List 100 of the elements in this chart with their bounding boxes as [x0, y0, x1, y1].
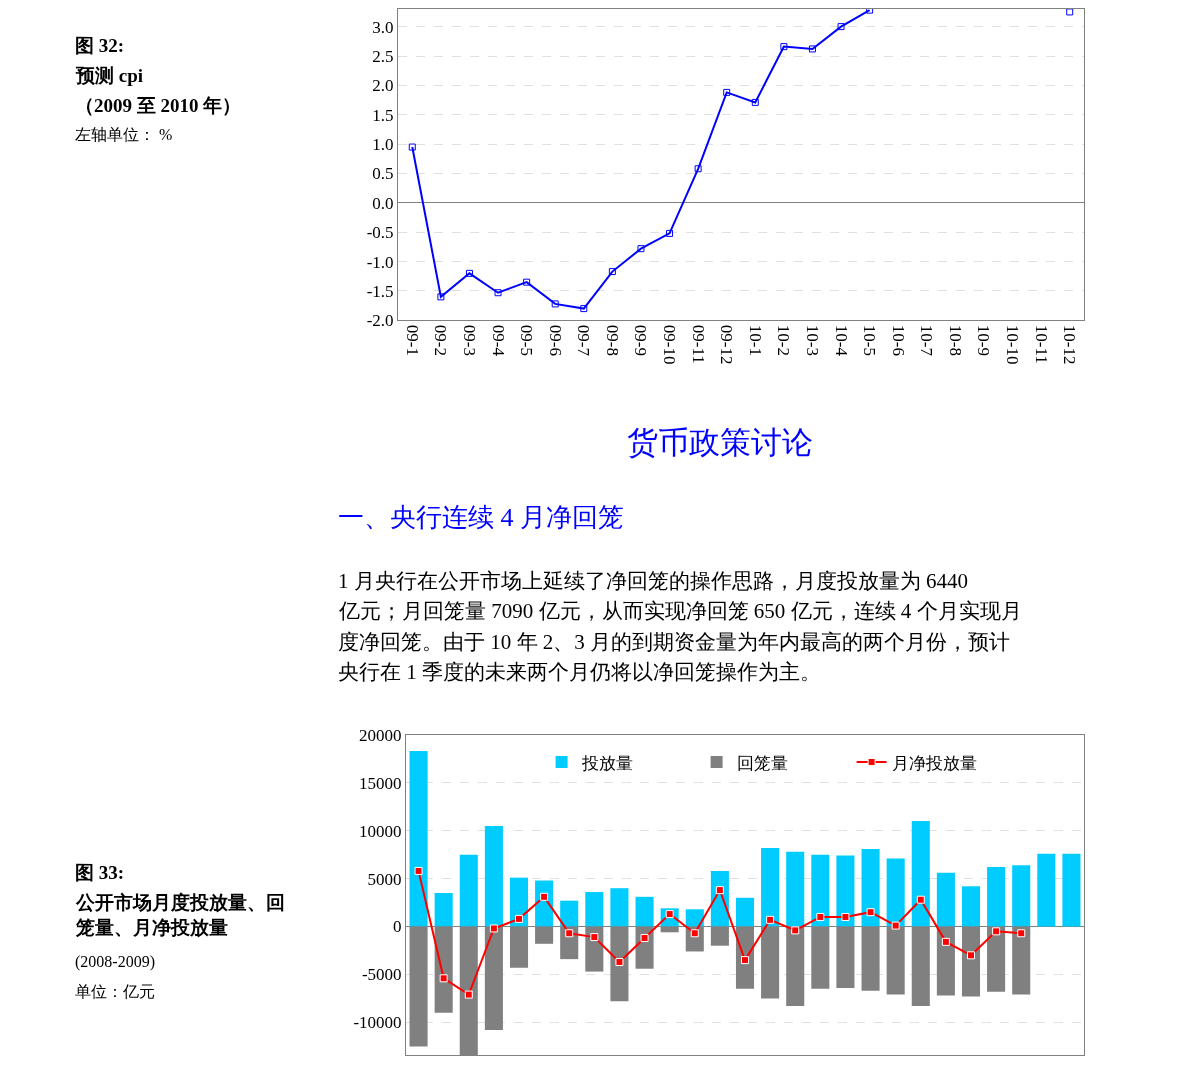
- point: [580, 305, 588, 313]
- point: [791, 926, 800, 935]
- point: [608, 268, 616, 276]
- point: [866, 908, 875, 917]
- bar: [987, 867, 1006, 927]
- point: [916, 895, 925, 904]
- point: [590, 933, 599, 942]
- point: [941, 937, 950, 946]
- bar: [710, 926, 729, 946]
- bar: [610, 926, 629, 1002]
- point: [515, 914, 523, 923]
- bar: [585, 892, 604, 927]
- text: 公开市场月度投放量、回笼量、月净投放量: [75, 892, 285, 938]
- bar: [560, 900, 579, 927]
- y-tick-label: 20000: [359, 725, 402, 745]
- bar: [484, 825, 503, 927]
- bar: [484, 926, 503, 1031]
- x-tick-label: 09-3: [459, 324, 479, 356]
- text: 1 月央行在公开市场上延续了净回笼的操作思路，月度投放量为 6440: [338, 569, 968, 593]
- point: [465, 269, 473, 277]
- text: 货币政策讨论: [627, 425, 813, 460]
- x-tick-label: 10-5: [860, 324, 880, 356]
- bar: [509, 877, 529, 927]
- bar: [509, 926, 529, 968]
- point: [723, 88, 731, 96]
- y-tick-label: -10000: [353, 1013, 402, 1033]
- bar: [936, 872, 955, 927]
- x-tick-label: 09-12: [717, 324, 737, 365]
- y-tick-label: 5000: [367, 869, 402, 889]
- bar: [836, 855, 855, 927]
- legend-label: 投放量: [580, 753, 633, 773]
- y-tick-label: 3.0: [372, 17, 394, 37]
- x-tick-label: 10-1: [745, 324, 765, 356]
- x-tick-label: 09-1: [402, 324, 422, 356]
- x-tick-label: 09-4: [488, 324, 508, 357]
- legend-label: 月净投放量: [891, 753, 977, 773]
- point: [694, 165, 702, 173]
- point: [780, 43, 788, 51]
- bar: [434, 892, 453, 927]
- bar: [434, 926, 453, 1013]
- point: [690, 929, 699, 938]
- point: [751, 98, 759, 106]
- x-tick-label: 09-9: [631, 324, 651, 356]
- y-tick-label: -1.5: [366, 281, 394, 301]
- point: [992, 927, 1001, 936]
- point: [464, 990, 473, 999]
- bar: [987, 926, 1006, 992]
- point: [891, 921, 900, 930]
- x-tick-label: 10-8: [945, 324, 965, 356]
- bar: [911, 926, 930, 1007]
- x-tick-label: 10-12: [1060, 324, 1080, 365]
- point: [437, 293, 445, 301]
- bar: [1012, 865, 1031, 927]
- bar: [861, 926, 880, 991]
- bar: [761, 847, 780, 927]
- point: [816, 912, 825, 921]
- point: [766, 915, 775, 924]
- caption: 图 33:: [75, 862, 125, 883]
- x-tick-label: 10-6: [888, 324, 908, 356]
- x-tick-label: 09-5: [517, 324, 537, 356]
- legend-label: 回笼量: [736, 753, 788, 773]
- y-tick-label: -5000: [361, 965, 402, 985]
- point: [1017, 929, 1026, 938]
- text: （2009 至 2010 年）: [75, 95, 242, 116]
- x-tick-label: 09-11: [688, 324, 708, 364]
- bar: [459, 854, 478, 927]
- bar: [886, 926, 905, 995]
- point: [715, 886, 724, 895]
- x-tick-label: 10-7: [917, 324, 937, 357]
- bar: [409, 926, 428, 1047]
- y-tick-label: 2.0: [372, 76, 394, 96]
- point: [494, 289, 502, 297]
- bar: [786, 926, 805, 1007]
- bar: [409, 751, 428, 927]
- text: 预测 cpi: [75, 65, 144, 86]
- point: [637, 245, 645, 253]
- point: [565, 929, 574, 938]
- bar: [761, 926, 780, 999]
- bar: [811, 926, 830, 989]
- point: [841, 912, 850, 921]
- y-tick-label: 0: [393, 917, 402, 937]
- point: [439, 974, 448, 983]
- y-tick-label: 0.5: [372, 164, 394, 184]
- bar: [635, 896, 654, 927]
- text: 亿元；月回笼量 7090 亿元，从而实现净回笼 650 亿元，连续 4 个月实现月: [338, 599, 1022, 623]
- y-tick-label: -1.0: [366, 252, 394, 272]
- x-tick-label: 09-10: [660, 324, 680, 365]
- x-tick-label: 09-8: [602, 324, 622, 356]
- x-tick-label: 10-3: [802, 324, 822, 356]
- y-tick-label: 10000: [359, 821, 402, 841]
- x-tick-label: 09-2: [431, 324, 451, 356]
- point: [837, 23, 845, 31]
- bar: [735, 897, 755, 927]
- bar: [961, 886, 981, 927]
- bar: [961, 926, 981, 997]
- y-tick-label: 0.0: [372, 193, 394, 213]
- point: [551, 300, 559, 308]
- bar: [685, 909, 704, 927]
- x-tick-label: 10-11: [1031, 324, 1051, 364]
- bar: [786, 851, 805, 927]
